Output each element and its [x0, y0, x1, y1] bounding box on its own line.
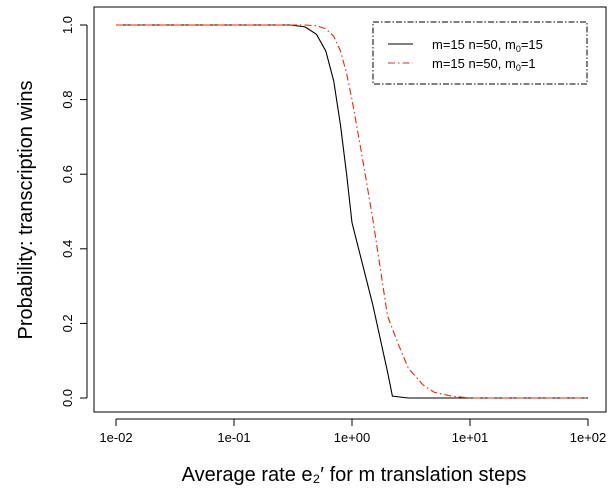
axes-ticks: 1e-02 1e-01 1e+00 1e+01 1e+02 0.0 0.2 0.4 0.6 0.8…	[60, 16, 606, 445]
y-tick-label-0: 0.0	[60, 389, 75, 407]
y-tick-label-2: 0.4	[60, 240, 75, 258]
x-tick-label-3: 1e+01	[452, 430, 489, 445]
legend-label-series-2: m=15 n=50, m0=1	[432, 56, 536, 73]
legend: m=15 n=50, m0=15 m=15 n=50, m0=1	[372, 21, 588, 85]
y-tick-label-4: 0.8	[60, 91, 75, 109]
series-line-2	[116, 24, 588, 399]
x-tick-label-4: 1e+02	[570, 430, 607, 445]
y-tick-label-5: 1.0	[60, 16, 75, 34]
x-tick-label-2: 1e+00	[334, 430, 371, 445]
y-axis-label: Probability: transcription wins	[15, 81, 37, 340]
series-line-1	[116, 24, 588, 399]
y-tick-label-1: 0.2	[60, 314, 75, 332]
x-tick-label-0: 1e-02	[99, 430, 132, 445]
x-tick-label-1: 1e-01	[217, 430, 250, 445]
x-axis-label: Average rate e₂′ for m translation steps	[182, 464, 527, 486]
legend-label-series-1: m=15 n=50, m0=15	[432, 37, 543, 54]
series-layer	[116, 24, 588, 399]
plot-frame	[93, 6, 607, 413]
y-tick-label-3: 0.6	[60, 165, 75, 183]
legend-box	[372, 21, 588, 85]
